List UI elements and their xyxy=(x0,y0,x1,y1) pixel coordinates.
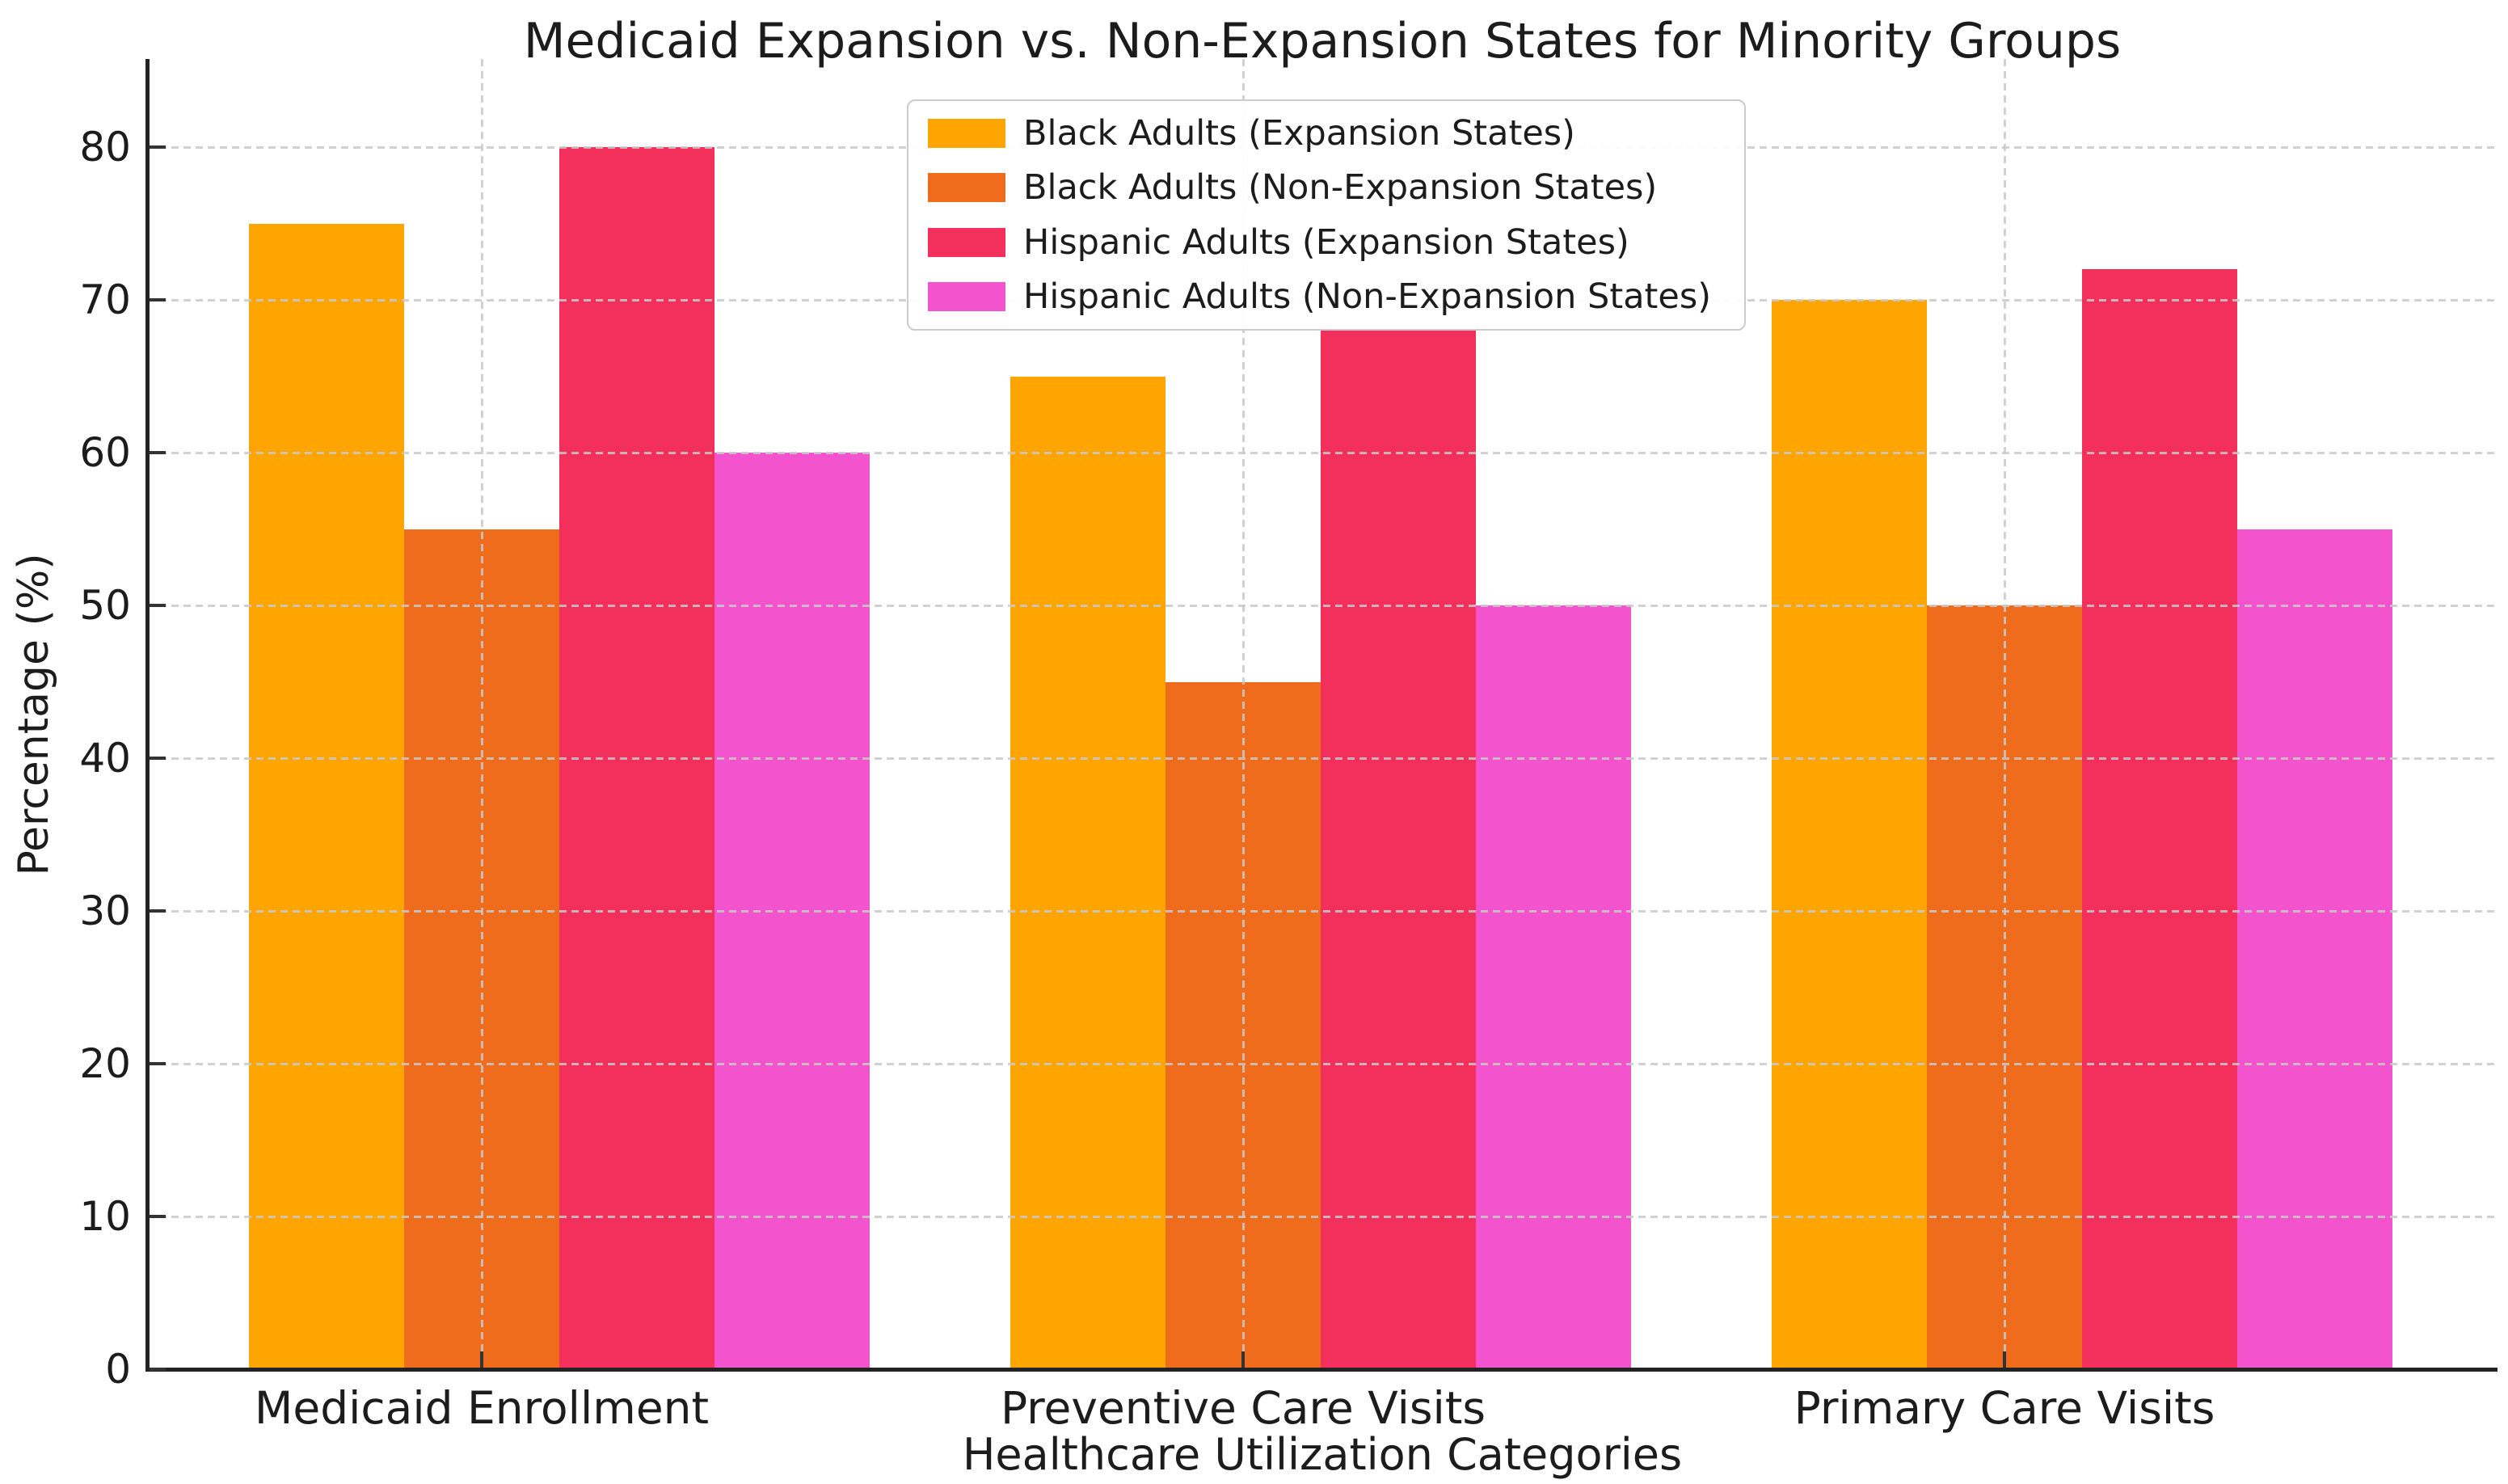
y-tick-label: 0 xyxy=(105,1346,131,1393)
legend-label: Hispanic Adults (Expansion States) xyxy=(1023,221,1629,263)
y-axis-spine xyxy=(145,59,150,1372)
gridline-horizontal xyxy=(147,451,2497,454)
gridline-horizontal xyxy=(147,1215,2497,1218)
legend-swatch xyxy=(928,173,1005,203)
y-tick-mark xyxy=(149,1215,166,1218)
y-tick-mark xyxy=(149,909,166,913)
legend-swatch xyxy=(928,227,1005,257)
x-tick-mark xyxy=(1241,1351,1245,1368)
bar xyxy=(1772,300,1927,1369)
x-axis-spine xyxy=(145,1367,2497,1372)
y-tick-mark xyxy=(149,145,166,149)
bar xyxy=(2237,529,2392,1369)
legend-item: Black Adults (Non-Expansion States) xyxy=(908,167,1744,208)
y-tick-mark xyxy=(149,1368,166,1371)
legend-item: Hispanic Adults (Non-Expansion States) xyxy=(908,276,1744,317)
y-tick-label: 50 xyxy=(79,582,131,629)
y-tick-label: 80 xyxy=(79,124,131,171)
bar xyxy=(2082,269,2237,1369)
bar xyxy=(1010,376,1165,1369)
y-tick-mark xyxy=(149,604,166,607)
gridline-horizontal xyxy=(147,757,2497,760)
legend-item: Black Adults (Expansion States) xyxy=(908,113,1744,154)
gridline-horizontal xyxy=(147,909,2497,913)
gridline-horizontal xyxy=(147,1062,2497,1065)
bar xyxy=(249,223,404,1369)
gridline-vertical xyxy=(480,59,483,1369)
y-tick-mark xyxy=(149,451,166,454)
x-tick-label: Preventive Care Visits xyxy=(1000,1382,1486,1434)
y-tick-label: 20 xyxy=(79,1040,131,1087)
y-tick-label: 10 xyxy=(79,1193,131,1240)
y-tick-label: 30 xyxy=(79,887,131,934)
legend-label: Black Adults (Expansion States) xyxy=(1023,112,1575,154)
chart-title: Medicaid Expansion vs. Non-Expansion Sta… xyxy=(523,13,2122,70)
x-tick-mark xyxy=(2003,1351,2006,1368)
legend-swatch xyxy=(928,118,1005,148)
x-tick-label: Medicaid Enrollment xyxy=(254,1382,710,1434)
legend-swatch xyxy=(928,282,1005,312)
bar xyxy=(1476,605,1631,1369)
y-tick-label: 40 xyxy=(79,735,131,782)
x-tick-label: Primary Care Visits xyxy=(1794,1382,2215,1434)
y-tick-mark xyxy=(149,298,166,301)
x-tick-mark xyxy=(480,1351,483,1368)
gridline-horizontal xyxy=(147,604,2497,607)
legend-label: Black Adults (Non-Expansion States) xyxy=(1023,167,1658,209)
legend-item: Hispanic Adults (Expansion States) xyxy=(908,222,1744,263)
gridline-vertical xyxy=(1241,59,1245,1369)
bar xyxy=(1321,330,1476,1369)
legend-label: Hispanic Adults (Non-Expansion States) xyxy=(1023,276,1712,318)
y-tick-label: 60 xyxy=(79,429,131,476)
y-tick-mark xyxy=(149,757,166,760)
gridline-vertical xyxy=(2003,59,2006,1369)
legend: Black Adults (Expansion States) Black Adu… xyxy=(907,99,1746,331)
x-axis-label: Healthcare Utilization Categories xyxy=(962,1429,1683,1480)
y-tick-mark xyxy=(149,1062,166,1065)
y-tick-label: 70 xyxy=(79,276,131,323)
